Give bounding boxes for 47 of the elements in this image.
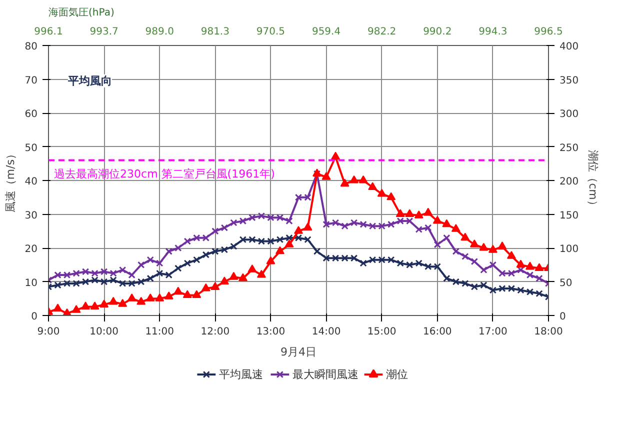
y2-tick-label: 300 [560,109,579,120]
x-tick-label: 15:00 [367,326,396,338]
x-tick-label: 14:00 [312,326,341,338]
y-tick-label: 20 [24,244,38,255]
x-tick-label: 17:00 [478,326,508,338]
y2-tick-label: 400 [560,42,579,52]
y2-tick-label: 100 [560,244,579,255]
y-tick-label: 40 [24,176,38,188]
y-tick-label: 0 [31,312,38,322]
x-tick-label: 13:00 [256,326,286,338]
x-tick-label: 11:00 [145,326,174,338]
x-axis-title: 9月4日 [280,346,316,358]
y-tick-label: 80 [24,42,38,52]
y-tick-label: 70 [24,75,38,86]
legend-label: 最大瞬間風速 [292,368,358,381]
legend-label: 平均風速 [218,368,263,381]
x-tick-label: 18:00 [534,326,563,338]
text: 982.2 [368,26,396,38]
y2-tick-label: 200 [560,176,579,188]
text: 990.2 [423,26,452,38]
y2-tick-label: 350 [560,75,579,86]
x-tick-label: 9:00 [37,326,60,338]
text: 海面気圧(hPa) [48,6,114,18]
y2-axis-title: 潮位（cm） [586,150,600,211]
legend-label: 潮位 [386,368,408,381]
text: 981.3 [200,26,230,38]
y2-tick-label: 250 [560,142,579,154]
y2-tick-label: 0 [560,312,566,322]
y-tick-label: 30 [24,210,38,222]
text: 989.0 [145,26,174,38]
annotation: 平均風向 [66,74,112,88]
y-tick-label: 10 [24,278,38,289]
y-tick-label: 60 [24,109,38,120]
text: 994.3 [478,26,508,38]
y2-tick-label: 50 [560,278,572,289]
ref-line-label: 過去最高潮位230cm 第二室戸台風(1961年) [54,167,275,180]
x-tick-label: 10:00 [90,326,118,338]
y-axis-title: 風速（m/s） [4,148,17,213]
text: 993.7 [90,26,118,38]
text: 970.5 [256,26,286,38]
x-tick-label: 16:00 [422,326,452,338]
y-tick-label: 50 [24,142,38,154]
text: 959.4 [312,26,341,38]
x-tick-label: 12:00 [200,326,230,338]
text: 996.1 [34,26,63,38]
y2-tick-label: 150 [560,210,579,222]
text: 996.5 [534,26,563,38]
